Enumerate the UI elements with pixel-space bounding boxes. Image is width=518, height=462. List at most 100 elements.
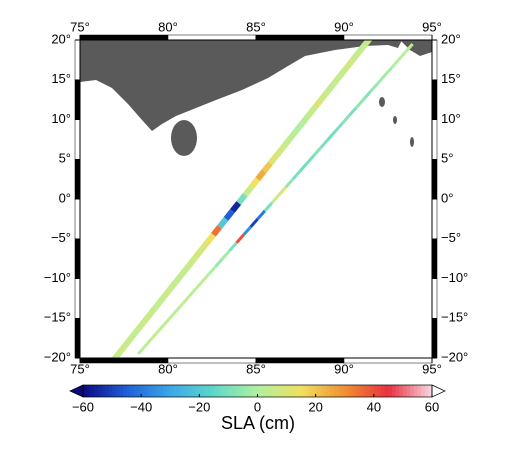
border-bar [74, 159, 81, 200]
track-point [207, 265, 217, 276]
track-point [147, 304, 159, 317]
colorbar-slice [97, 385, 102, 397]
colorbar-slice [286, 385, 291, 397]
colorbar-slice [224, 385, 229, 397]
track-point [204, 232, 216, 245]
colorbar-slice [144, 385, 149, 397]
colorbar-slice [319, 385, 324, 397]
colorbar-slice [326, 385, 331, 397]
colorbar-slice [359, 385, 364, 397]
island [410, 137, 414, 147]
track-point [350, 50, 362, 62]
y-tick-label: −10° [44, 270, 71, 285]
colorbar-slice [239, 385, 244, 397]
colorbar-slice [308, 385, 313, 397]
track-point [270, 194, 281, 204]
colorbar-slice [290, 385, 295, 397]
colorbar-slice [293, 385, 298, 397]
border-bar [431, 318, 438, 359]
colorbar-slice [370, 385, 375, 397]
myanmar [400, 40, 432, 56]
colorbar-slice [173, 385, 179, 397]
track-point [348, 106, 358, 117]
border-bar [255, 357, 345, 364]
colorbar-slice [312, 385, 317, 397]
border-bar [431, 39, 438, 80]
track-point [192, 248, 204, 261]
colorbar-slice [195, 385, 200, 397]
y-tick-label: 20° [51, 31, 71, 46]
colorbar-slice [162, 385, 168, 397]
colorbar-slice [133, 385, 139, 397]
colorbar-slice [137, 385, 142, 397]
y-tick-label: 0° [59, 190, 71, 205]
y-tick-label: −15° [44, 310, 71, 325]
colorbar-slice [148, 385, 153, 397]
track-point [318, 89, 330, 102]
colorbar-slice [355, 385, 360, 397]
colorbar-slice [395, 385, 400, 397]
track-point [369, 82, 379, 93]
colorbar-slice [122, 385, 128, 397]
colorbar-slice [410, 385, 415, 397]
x-tick-label: 95° [422, 361, 442, 376]
colorbar-slice [170, 385, 175, 397]
track-point [122, 336, 134, 348]
track-point [291, 170, 302, 181]
y-tick-label: −5° [51, 230, 71, 245]
track-point [299, 113, 311, 126]
track-point [293, 121, 305, 134]
border-bar [255, 34, 345, 41]
track-point [160, 288, 172, 301]
colorbar-slice [192, 385, 197, 397]
colorbar-slice [428, 385, 433, 397]
colorbar-slice [257, 385, 262, 397]
y-tick-label: 10° [51, 111, 71, 126]
land [80, 40, 432, 156]
x-tick-label: 95° [422, 19, 442, 34]
track-point [242, 225, 252, 236]
colorbar-tick-label: −60 [72, 399, 94, 414]
colorbar-slice [322, 385, 328, 397]
y-tick-label: 20° [441, 31, 461, 46]
y-tick-label: 15° [441, 71, 461, 86]
colorbar-extend-low [69, 384, 84, 398]
track-point [198, 240, 210, 253]
track-point [173, 272, 185, 285]
border-bar [431, 79, 438, 120]
track-point [362, 90, 372, 101]
colorbar-slice [330, 385, 335, 397]
colorbar-slice [159, 385, 164, 397]
y-tick-label: −15° [441, 310, 468, 325]
border-bar [74, 318, 81, 359]
track-point [256, 209, 266, 220]
y-tick-label: 5° [59, 151, 71, 166]
map-frame [79, 39, 433, 359]
border-bar [74, 238, 81, 279]
colorbar-tick-label: −40 [130, 399, 152, 414]
colorbar-slice [242, 385, 248, 397]
x-tick-label: 75° [70, 19, 90, 34]
colorbar-slice [188, 385, 193, 397]
track-point [141, 312, 153, 325]
track-point [143, 337, 154, 348]
track-point [158, 321, 168, 332]
track-point [211, 224, 223, 237]
colorbar-slice [235, 385, 240, 397]
track-point [274, 145, 286, 158]
colorbar-slice [93, 385, 99, 397]
track-point [151, 329, 161, 340]
track-point [242, 185, 254, 197]
colorbar-slice [83, 385, 88, 397]
border-bar [343, 34, 433, 41]
track-point [268, 153, 280, 166]
colorbar-slice [250, 385, 255, 397]
track-point [249, 217, 259, 228]
colorbar-slice [210, 385, 215, 397]
colorbar-slice [381, 385, 386, 397]
border-bar [431, 119, 438, 160]
track-point [280, 137, 292, 150]
track-point [404, 42, 414, 53]
track-point [284, 178, 295, 189]
